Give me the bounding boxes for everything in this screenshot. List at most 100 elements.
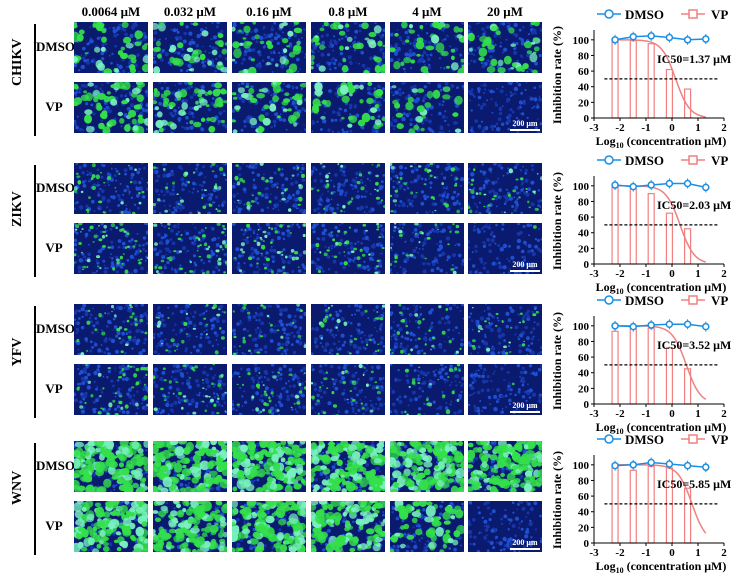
legend-vp-marker bbox=[688, 9, 698, 19]
x-axis-label: Log10 (concentration μM) bbox=[596, 134, 727, 150]
x-tick-label: -2 bbox=[615, 547, 625, 559]
vp-bar bbox=[665, 347, 674, 405]
y-tick-label: 100 bbox=[573, 321, 590, 333]
concentration-label: 0.16 μM bbox=[246, 4, 292, 19]
chart-legend: DMSO VP bbox=[597, 432, 728, 447]
dmso-point bbox=[702, 183, 710, 192]
vp-bar bbox=[629, 188, 637, 265]
x-tick-label: -1 bbox=[641, 408, 650, 420]
microscopy-image bbox=[74, 304, 148, 355]
vp-bar bbox=[647, 465, 655, 544]
x-tick-label: -1 bbox=[641, 268, 650, 280]
x-tick-label: -3 bbox=[589, 547, 599, 559]
dmso-point bbox=[702, 35, 710, 43]
y-tick-label: 100 bbox=[573, 35, 590, 47]
dose-response-chart: DMSO VP 0 20 40 60 80 100 -3 -2 -1 0 1 2 IC50=1.37 μM I… bbox=[550, 7, 731, 150]
microscopy-image bbox=[232, 364, 306, 415]
dmso-point bbox=[683, 320, 692, 329]
y-tick-label: 80 bbox=[578, 475, 590, 487]
panel-divider-line bbox=[34, 165, 36, 277]
y-tick-label: 0 bbox=[584, 399, 590, 411]
x-tick-label: -2 bbox=[615, 408, 625, 420]
microscopy-image bbox=[232, 82, 306, 133]
scale-bar: 200 μm bbox=[510, 401, 540, 413]
virus-label-text: CHIKV bbox=[10, 38, 25, 86]
condition-label: DMSO bbox=[36, 458, 75, 473]
dose-response-chart: DMSO VP 0 20 40 60 80 100 -3 -2 -1 0 1 2 IC50=2.03 μM I… bbox=[550, 153, 731, 296]
legend-vp-marker bbox=[688, 295, 698, 305]
vp-bar bbox=[647, 327, 655, 405]
ic50-label: IC50=3.52 μM bbox=[657, 338, 731, 352]
microscopy-image bbox=[153, 364, 227, 415]
microscopy-image bbox=[390, 501, 464, 552]
vp-bar bbox=[684, 228, 692, 265]
dmso-line bbox=[615, 182, 706, 189]
y-tick-label: 60 bbox=[578, 491, 590, 503]
x-axis-label: Log10 (concentration μM) bbox=[596, 280, 727, 296]
dose-response-chart: DMSO VP 0 20 40 60 80 100 -3 -2 -1 0 1 2 IC50=3.52 μM I… bbox=[550, 293, 731, 436]
x-tick-label: 0 bbox=[669, 408, 675, 420]
x-tick-label: 2 bbox=[721, 547, 727, 559]
dmso-point bbox=[702, 463, 710, 471]
x-tick-label: -1 bbox=[641, 122, 650, 134]
y-axis-label: Inhibition rate (%) bbox=[550, 26, 564, 124]
dmso-line bbox=[615, 461, 706, 468]
concentration-label: 4 μM bbox=[412, 4, 442, 19]
microscopy-image bbox=[74, 441, 148, 492]
y-axis-label: Inhibition rate (%) bbox=[550, 451, 564, 549]
x-tick-label: 2 bbox=[721, 122, 727, 134]
microscopy-image bbox=[311, 163, 385, 214]
chart-legend: DMSO VP bbox=[597, 7, 728, 22]
microscopy-image bbox=[153, 304, 227, 355]
microscopy-image bbox=[311, 223, 385, 274]
chart-legend: DMSO VP bbox=[597, 293, 728, 308]
microscopy-image bbox=[153, 441, 227, 492]
x-tick-label: 1 bbox=[695, 122, 701, 134]
x-tick-label: -2 bbox=[615, 268, 625, 280]
microscopy-image bbox=[232, 501, 306, 552]
dmso-point bbox=[611, 461, 619, 470]
scale-bar-line bbox=[510, 129, 540, 131]
y-tick-label: 20 bbox=[578, 383, 590, 395]
ic50-label: IC50=5.85 μM bbox=[657, 477, 731, 491]
condition-label: VP bbox=[45, 381, 63, 396]
microscopy-image bbox=[232, 22, 306, 73]
virus-label: ZIKV bbox=[2, 191, 34, 227]
y-tick-label: 100 bbox=[573, 181, 590, 193]
microscopy-image bbox=[468, 22, 542, 73]
microscopy-image bbox=[468, 441, 542, 492]
microscopy-image bbox=[232, 304, 306, 355]
condition-label: DMSO bbox=[36, 39, 75, 54]
legend-vp-label: VP bbox=[711, 153, 728, 168]
chart-legend: DMSO VP bbox=[597, 153, 728, 168]
microscopy-image bbox=[232, 441, 306, 492]
scale-bar-label: 200 μm bbox=[512, 119, 538, 128]
y-tick-label: 60 bbox=[578, 66, 590, 78]
dmso-point bbox=[702, 322, 710, 331]
vp-bar bbox=[647, 43, 655, 119]
microscopy-image bbox=[74, 364, 148, 415]
panel-divider-line bbox=[34, 443, 36, 555]
y-tick-label: 80 bbox=[578, 336, 590, 348]
x-tick-label: -1 bbox=[641, 547, 650, 559]
microscopy-image: 200 μm bbox=[468, 364, 542, 415]
scale-bar: 200 μm bbox=[510, 260, 540, 272]
x-tick-label: 0 bbox=[669, 122, 675, 134]
legend-vp-marker bbox=[688, 434, 698, 444]
vp-bar bbox=[629, 469, 637, 544]
dmso-point bbox=[683, 36, 692, 44]
microscopy-image bbox=[153, 82, 227, 133]
condition-label: VP bbox=[45, 518, 63, 533]
legend-dmso-label: DMSO bbox=[625, 432, 664, 447]
dmso-point bbox=[683, 179, 692, 188]
y-tick-label: 40 bbox=[578, 368, 590, 380]
ic50-label: IC50=2.03 μM bbox=[657, 198, 731, 212]
panel-divider-line bbox=[34, 24, 36, 136]
condition-label: VP bbox=[45, 99, 63, 114]
dmso-point bbox=[647, 32, 655, 40]
microscopy-image bbox=[311, 22, 385, 73]
y-tick-label: 40 bbox=[578, 507, 590, 519]
panel-divider-line bbox=[34, 306, 36, 418]
vp-fit-curve bbox=[615, 39, 706, 118]
y-tick-label: 60 bbox=[578, 212, 590, 224]
